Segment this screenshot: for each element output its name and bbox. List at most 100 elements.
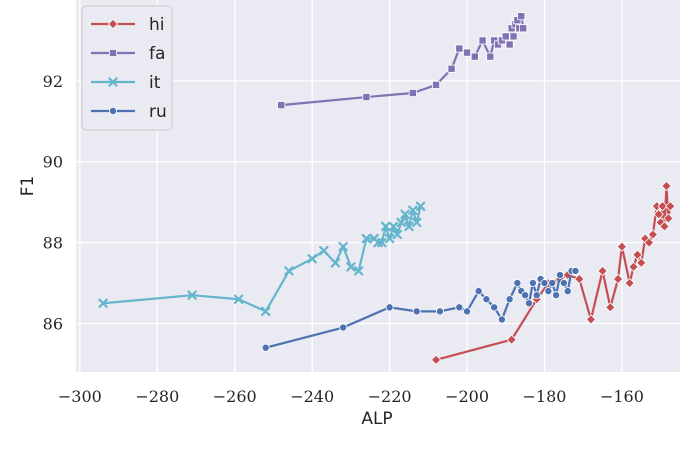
data-point-fa [463, 48, 472, 57]
legend-marker-fa [109, 49, 118, 58]
legend-item-it: it [91, 73, 161, 93]
data-point-it [400, 209, 410, 220]
x-tick-label: −300 [58, 387, 102, 406]
data-point-it [408, 205, 418, 215]
x-tick-label: −180 [523, 387, 567, 406]
data-point-fa [362, 93, 371, 102]
data-point-fa [509, 32, 518, 41]
data-point-hi [612, 273, 624, 285]
data-point-hi [616, 241, 628, 252]
data-point-ru [532, 291, 541, 300]
x-axis-ticks: −300 −280 −260 −240 −220 −200 −180 −160 [58, 387, 644, 406]
data-point-ru [261, 343, 270, 352]
data-point-ru [505, 295, 514, 304]
data-point-hi [585, 314, 597, 325]
data-point-hi [597, 265, 608, 277]
data-point-fa [447, 64, 456, 73]
legend: hi fa it ru [81, 5, 173, 131]
data-point-hi [661, 180, 672, 192]
legend-label: fa [149, 44, 165, 64]
legend-label: ru [149, 102, 167, 122]
x-tick-label: −260 [213, 387, 257, 406]
data-point-fa [517, 12, 526, 21]
data-point-it [330, 258, 341, 268]
y-tick-label: 88 [43, 234, 63, 253]
data-point-hi [663, 213, 674, 224]
data-point-it [415, 201, 426, 211]
data-point-hi [653, 209, 664, 220]
data-point-fa [501, 32, 510, 41]
data-point-hi [636, 257, 647, 268]
data-point-it [98, 298, 108, 308]
data-point-it [392, 229, 403, 240]
series-ru [261, 266, 580, 352]
data-point-ru [339, 323, 348, 332]
x-axis-label: ALP [361, 409, 392, 429]
data-point-fa [519, 24, 528, 33]
data-point-ru [571, 266, 580, 275]
x-tick-label: −220 [368, 387, 412, 406]
data-point-it [384, 233, 395, 244]
data-point-ru [474, 287, 483, 296]
data-point-ru [548, 279, 557, 288]
data-point-ru [544, 287, 553, 296]
legend-item-fa: fa [91, 44, 165, 64]
legend-marker-ru [109, 107, 118, 116]
data-point-it [396, 217, 406, 228]
data-point-hi [657, 201, 668, 212]
data-point-it [381, 221, 391, 232]
data-point-fa [470, 52, 479, 61]
data-point-ru [455, 303, 464, 312]
data-point-ru [385, 303, 394, 312]
data-point-it [377, 237, 387, 248]
legend-marker-hi [107, 18, 119, 30]
legend-box [81, 5, 173, 131]
x-tick-label: −160 [600, 387, 644, 406]
data-point-hi [624, 277, 635, 289]
data-point-hi [647, 229, 659, 240]
legend-item-hi: hi [91, 15, 165, 35]
data-point-it [353, 266, 364, 276]
x-tick-label: −240 [290, 387, 334, 406]
data-point-it [261, 306, 271, 317]
y-tick-label: 92 [43, 72, 63, 91]
data-point-ru [555, 270, 564, 279]
data-point-it [319, 245, 329, 256]
data-point-hi [605, 302, 616, 313]
data-point-it [361, 233, 372, 244]
data-point-fa [408, 89, 417, 98]
data-point-ru [482, 295, 491, 304]
data-point-hi [628, 261, 639, 273]
data-point-fa [505, 40, 514, 49]
y-tick-label: 86 [43, 314, 63, 333]
data-point-it [284, 266, 294, 276]
data-point-it [307, 254, 317, 264]
data-point-ru [463, 307, 472, 316]
data-point-fa [478, 36, 487, 45]
y-tick-label: 90 [43, 153, 63, 172]
data-point-it [187, 290, 197, 300]
data-point-ru [497, 315, 506, 324]
data-point-ru [513, 279, 522, 288]
data-point-ru [525, 299, 534, 308]
data-point-fa [486, 52, 495, 61]
data-point-hi [506, 334, 517, 345]
legend-item-ru: ru [91, 102, 167, 122]
data-point-hi [643, 237, 655, 248]
data-point-it [338, 241, 348, 252]
data-point-ru [435, 307, 444, 316]
legend-label: hi [149, 15, 165, 35]
data-point-ru [552, 291, 561, 300]
data-point-it [412, 217, 422, 228]
y-axis-label: F1 [18, 176, 38, 197]
data-point-it [346, 262, 356, 272]
data-point-it [404, 221, 414, 232]
data-point-ru [528, 279, 537, 288]
data-point-hi [665, 201, 676, 212]
data-point-ru [521, 291, 530, 300]
series-it [98, 201, 426, 317]
x-tick-label: −200 [445, 387, 489, 406]
data-point-hi [430, 354, 442, 366]
data-point-ru [559, 279, 568, 288]
